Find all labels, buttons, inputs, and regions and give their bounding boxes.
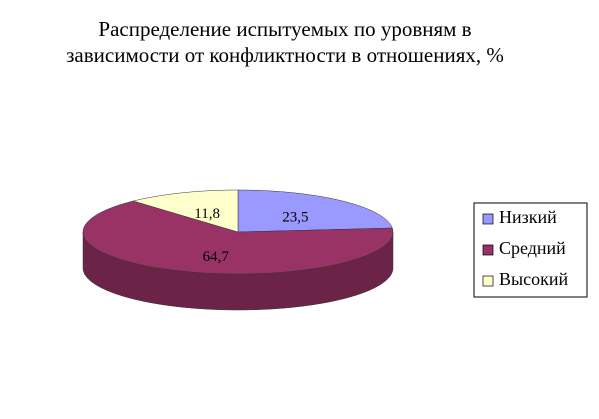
chart-title: Распределение испытуемых по уровням в за… bbox=[66, 17, 504, 67]
legend-swatch bbox=[482, 275, 494, 287]
data-label: 64,7 bbox=[203, 249, 230, 265]
legend-label: Высокий bbox=[499, 269, 568, 289]
pie-slice bbox=[132, 189, 239, 233]
data-label: 11,8 bbox=[194, 206, 220, 222]
legend-label: Средний bbox=[499, 238, 566, 258]
legend-swatch bbox=[482, 244, 494, 256]
legend-swatch bbox=[482, 213, 494, 225]
data-label: 23,5 bbox=[282, 209, 308, 225]
legend-label: Низкий bbox=[499, 207, 557, 227]
pie-slice bbox=[82, 200, 394, 275]
pie-slice bbox=[237, 189, 393, 233]
